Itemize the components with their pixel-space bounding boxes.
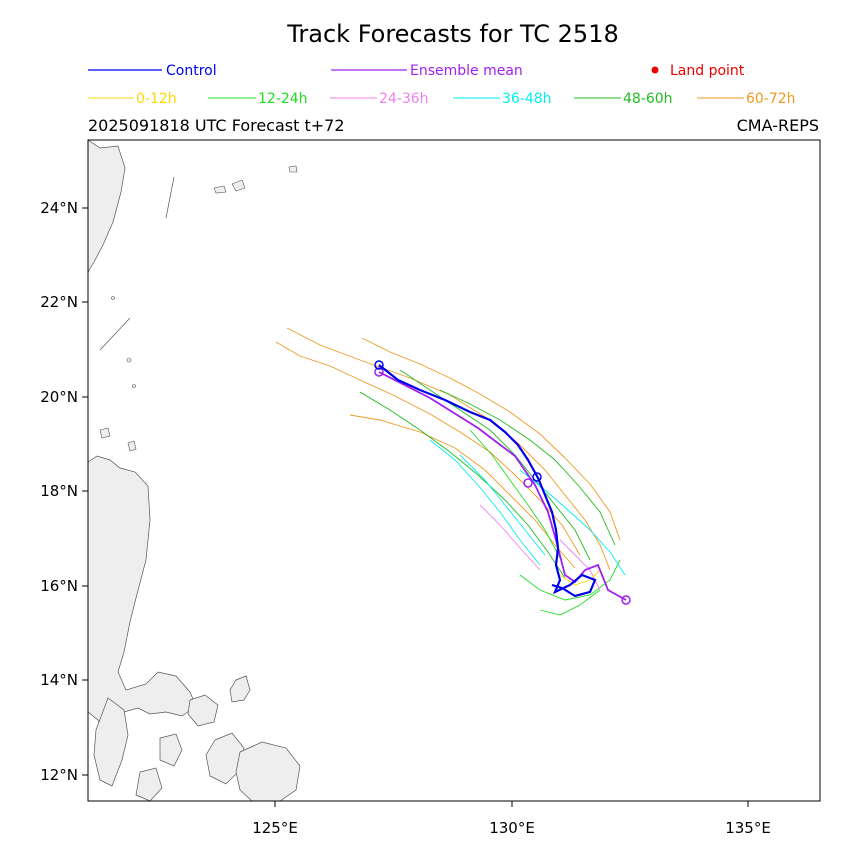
x-axis: 125°E 130°E 135°E xyxy=(252,801,771,837)
islet xyxy=(213,185,227,194)
y-tick-label: 14°N xyxy=(40,671,78,689)
islet xyxy=(127,440,137,452)
islet xyxy=(132,384,136,388)
masbate-island xyxy=(187,694,219,727)
islet xyxy=(231,179,246,192)
member-track-12-24h xyxy=(519,559,621,601)
member-track-0-12h xyxy=(559,569,601,586)
legend-48-60h-label: 48-60h xyxy=(623,91,673,107)
member-track-48-60h xyxy=(359,391,566,579)
forecast-time-label: 2025091818 UTC Forecast t+72 xyxy=(88,116,345,135)
islet xyxy=(165,176,175,219)
y-axis: 12°N 14°N 16°N 18°N 20°N 22°N 24°N xyxy=(40,199,88,784)
catanduanes-island xyxy=(229,675,251,703)
islet xyxy=(288,165,298,173)
islet xyxy=(99,427,111,439)
member-track-36-48h xyxy=(459,454,546,556)
legend-control-label: Control xyxy=(166,63,217,79)
ensemble-mean-marker xyxy=(374,367,384,377)
leyte-island xyxy=(205,732,245,785)
member-track-48-60h xyxy=(439,389,616,546)
y-tick-label: 22°N xyxy=(40,293,78,311)
x-tick-label: 135°E xyxy=(725,819,771,837)
ensemble-member-tracks xyxy=(275,327,626,616)
x-tick-label: 130°E xyxy=(489,819,535,837)
islet xyxy=(99,317,131,351)
map-area xyxy=(88,140,820,801)
ensemble-mean-track xyxy=(378,371,627,601)
islet xyxy=(111,296,115,300)
legend-60-72h-label: 60-72h xyxy=(746,91,796,107)
ensemble-mean-marker xyxy=(523,478,533,488)
member-track-12-24h xyxy=(539,589,601,616)
legend-36-48h-label: 36-48h xyxy=(502,91,552,107)
member-track-24-36h xyxy=(479,504,541,571)
samar-island xyxy=(235,741,301,801)
y-tick-label: 24°N xyxy=(40,199,78,217)
y-tick-label: 12°N xyxy=(40,766,78,784)
x-tick-label: 125°E xyxy=(252,819,298,837)
control-marker xyxy=(374,360,384,370)
ensemble-mean-marker xyxy=(621,595,631,605)
control-marker xyxy=(532,472,542,482)
taiwan-landmass xyxy=(88,140,126,273)
legend-24-36h-label: 24-36h xyxy=(379,91,429,107)
map-frame xyxy=(87,139,821,802)
y-tick-label: 16°N xyxy=(40,577,78,595)
y-tick-label: 20°N xyxy=(40,388,78,406)
figure-title: Track Forecasts for TC 2518 xyxy=(286,20,618,48)
legend-0-12h-label: 0-12h xyxy=(136,91,177,107)
legend-row-2: 0-12h 12-24h 24-36h 36-48h 48-60h 60-72h xyxy=(88,91,796,107)
legend-row-1: Control Ensemble mean Land point xyxy=(88,63,745,79)
model-name-label: CMA-REPS xyxy=(737,116,819,135)
islet xyxy=(126,357,132,363)
legend-land-point-dot xyxy=(651,66,659,74)
legend-ensemble-mean-label: Ensemble mean xyxy=(410,63,523,79)
negros-island xyxy=(135,767,163,801)
mindoro-landmass xyxy=(93,697,129,787)
legend-12-24h-label: 12-24h xyxy=(258,91,308,107)
panay-island xyxy=(159,733,183,767)
member-track-60-72h xyxy=(361,337,621,541)
member-track-36-48h xyxy=(429,439,541,566)
y-tick-label: 18°N xyxy=(40,482,78,500)
legend-land-point-label: Land point xyxy=(670,63,745,79)
member-track-12-24h xyxy=(469,429,561,559)
control-track xyxy=(378,364,597,598)
